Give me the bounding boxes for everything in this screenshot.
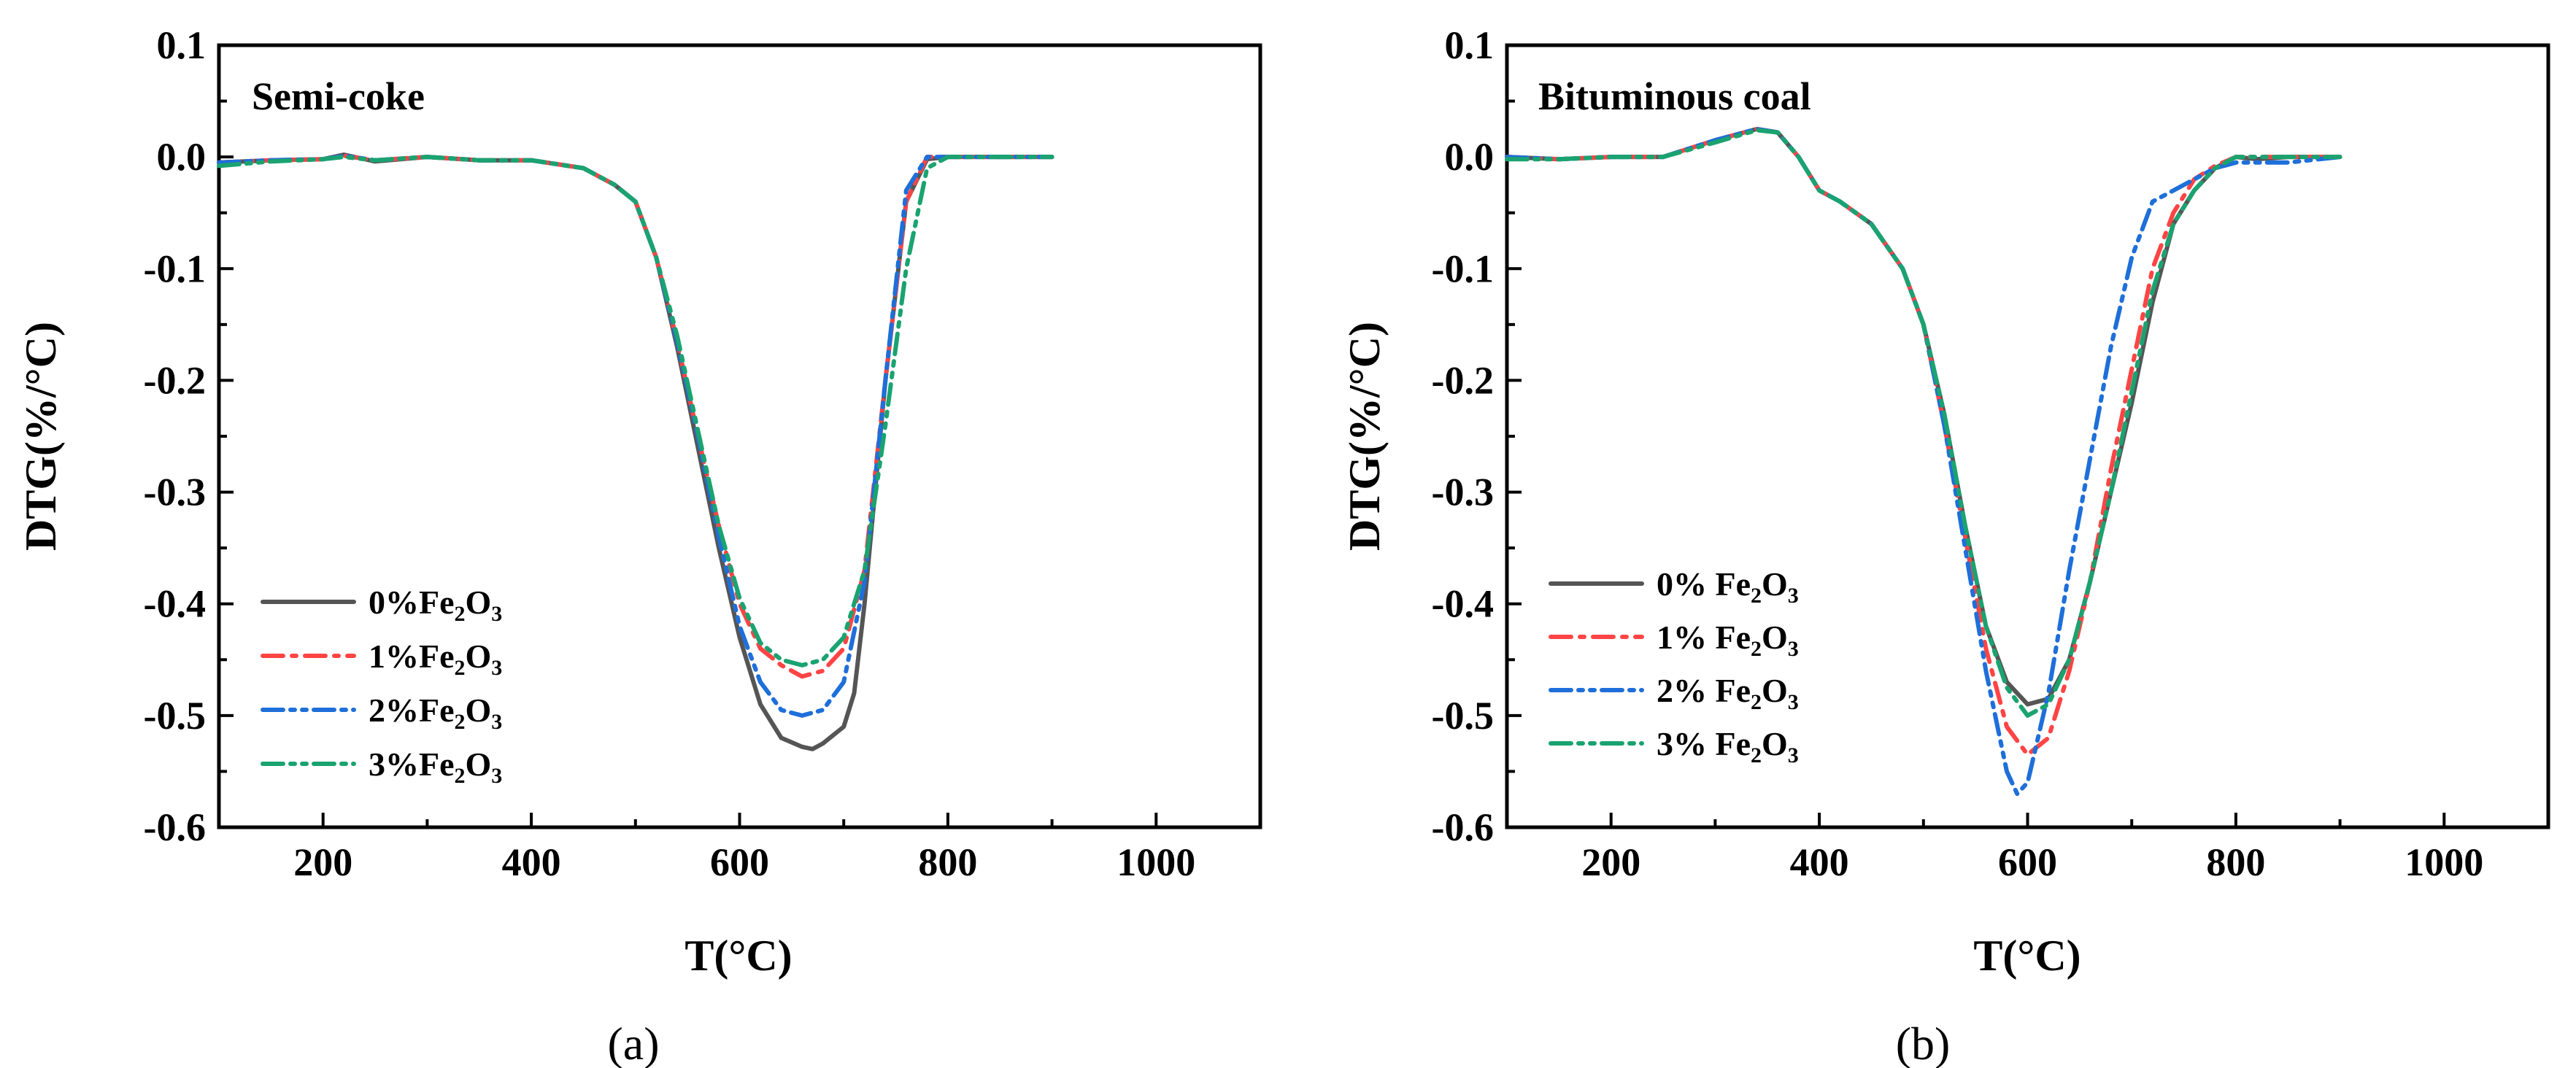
y-tick-label: -0.5: [144, 694, 206, 738]
legend: 0%Fe2O3 1%Fe2O3 2%Fe2O3 3%Fe2O3: [261, 584, 502, 788]
series-line: [1505, 128, 2342, 718]
series-lines: [1505, 126, 2342, 797]
y-tick-label: -0.1: [144, 247, 206, 290]
legend-label: 2% Fe2O3: [1657, 672, 1799, 714]
x-tick-label: 800: [2206, 840, 2265, 884]
ticks: 200 400 600 800 1000 0.1 0.0 -0.1 -0.2 -0.3 -0.4 -0…: [1432, 23, 2484, 884]
x-tick-label: 1000: [2405, 840, 2483, 884]
series-line: [217, 155, 1054, 668]
series-line: [1505, 126, 2342, 757]
plot-frame: [1505, 43, 2550, 829]
series-lines: [217, 152, 1054, 751]
panel-title: Bituminous coal: [1538, 74, 1811, 118]
y-axis-title: DTG(%/°C): [17, 322, 65, 551]
x-axis-title: T(°C): [685, 932, 792, 980]
panel-title: Semi-coke: [252, 74, 425, 118]
panel-bituminous-coal: 200 400 600 800 1000 0.1 0.0 -0.1 -0.2 -0.3 -0.4 -0…: [1341, 23, 2550, 1068]
x-tick-label: 800: [918, 840, 977, 884]
y-tick-label: 0.0: [1445, 135, 1495, 179]
y-tick-label: -0.1: [1432, 247, 1494, 290]
x-axis-title: T(°C): [1973, 932, 2081, 980]
y-tick-label: -0.3: [144, 471, 206, 514]
panel-semi-coke: 200 400 600 800 1000 0.1 0.0 -0.1 -0.2 -0.3 -0.4 -0…: [17, 23, 1262, 1068]
panel-caption: (b): [1896, 1018, 1951, 1068]
y-tick-label: -0.5: [1432, 694, 1494, 738]
legend: 0% Fe2O3 1% Fe2O3 2% Fe2O3 3% Fe2O3: [1549, 565, 1799, 767]
x-tick-label: 400: [1790, 840, 1849, 884]
series-line: [1505, 126, 2342, 797]
ticks: 200 400 600 800 1000 0.1 0.0 -0.1 -0.2 -0.3 -0.4 -0…: [144, 23, 1196, 884]
legend-label: 3%Fe2O3: [369, 746, 502, 788]
y-tick-label: -0.2: [144, 358, 206, 402]
y-tick-label: 0.1: [157, 23, 207, 67]
y-tick-label: 0.1: [1445, 23, 1495, 67]
x-tick-label: 1000: [1117, 840, 1195, 884]
series-line: [217, 153, 1054, 718]
series-line: [1505, 126, 2342, 707]
legend-label: 3% Fe2O3: [1657, 725, 1799, 767]
legend-label: 1% Fe2O3: [1657, 619, 1799, 661]
x-tick-label: 400: [502, 840, 561, 884]
y-tick-label: -0.4: [1432, 582, 1494, 626]
x-tick-label: 200: [1581, 840, 1640, 884]
x-tick-label: 600: [1998, 840, 2057, 884]
legend-label: 0% Fe2O3: [1657, 565, 1799, 608]
y-tick-label: -0.6: [1432, 805, 1494, 849]
legend-label: 2%Fe2O3: [369, 692, 502, 734]
y-tick-label: -0.2: [1432, 358, 1494, 402]
panel-caption: (a): [607, 1018, 659, 1068]
y-axis-title: DTG(%/°C): [1341, 322, 1389, 551]
series-line: [217, 152, 1054, 751]
legend-label: 0%Fe2O3: [369, 584, 502, 626]
y-tick-label: -0.3: [1432, 471, 1494, 514]
y-tick-label: 0.0: [157, 135, 207, 179]
legend-label: 1%Fe2O3: [369, 638, 502, 680]
y-tick-label: -0.6: [144, 805, 206, 849]
x-tick-label: 200: [293, 840, 352, 884]
x-tick-label: 600: [710, 840, 769, 884]
series-line: [217, 153, 1054, 679]
y-tick-label: -0.4: [144, 582, 206, 626]
